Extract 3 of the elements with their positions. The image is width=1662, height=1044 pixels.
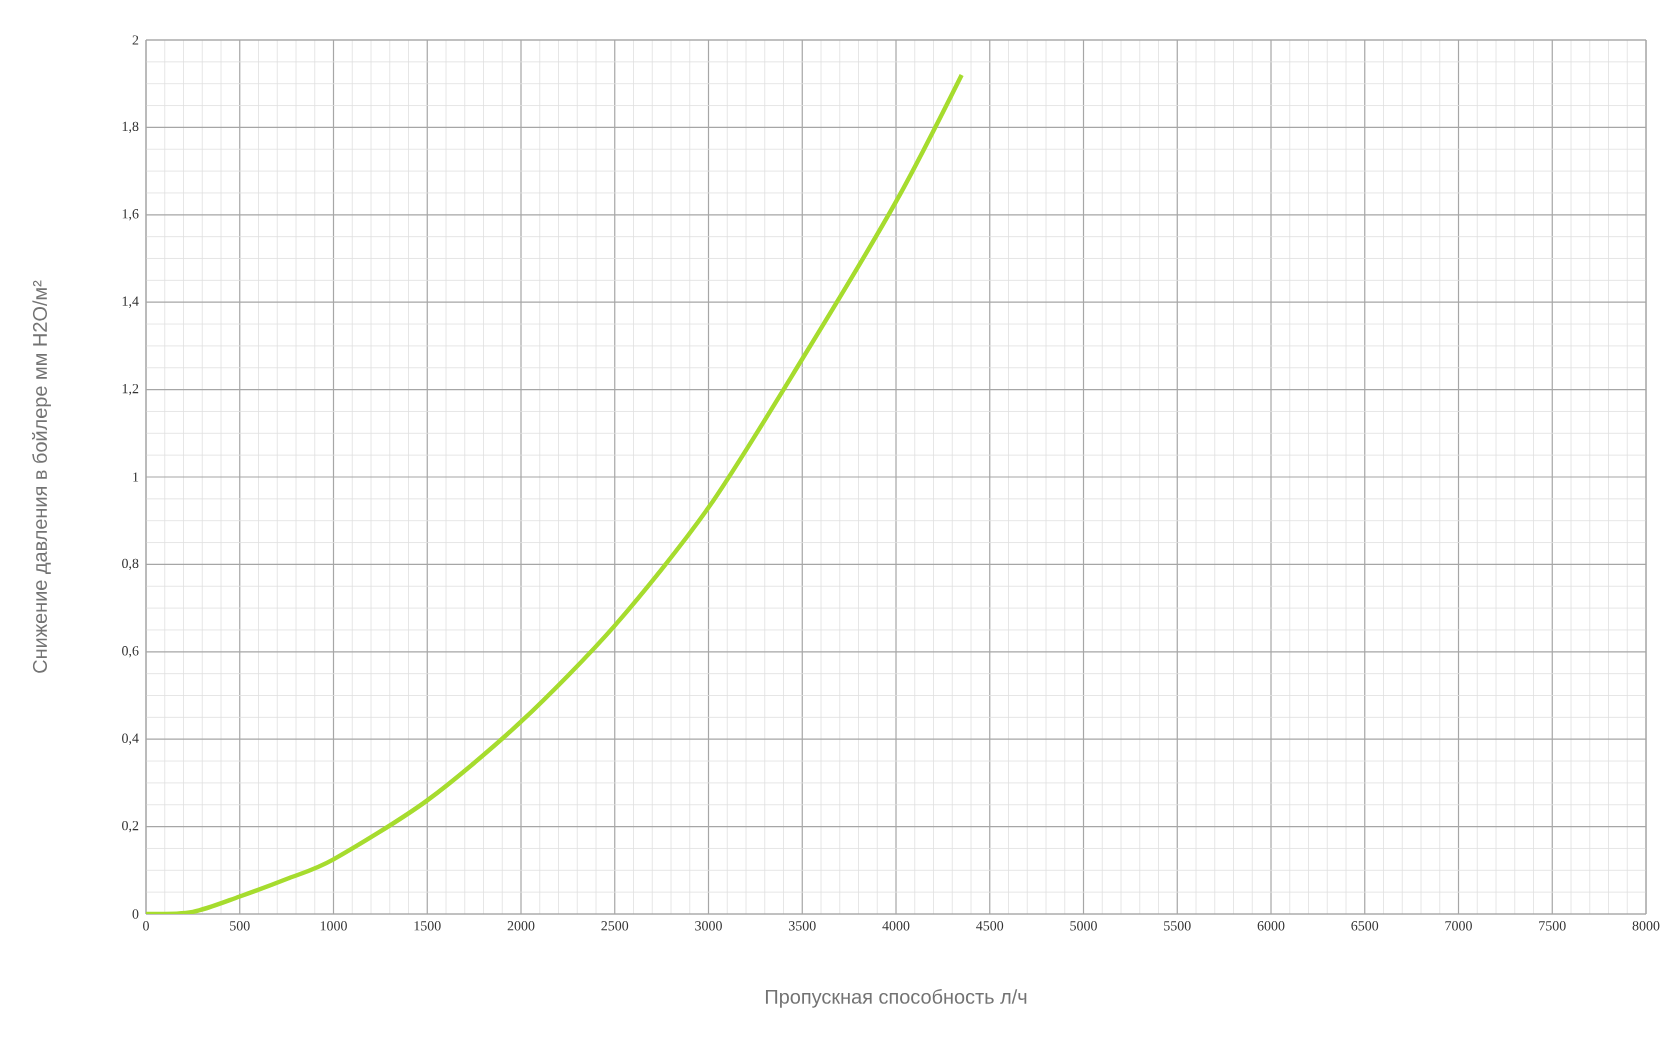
y-axis-title: Снижение давления в бойлере мм H2O/м² [32, 280, 51, 673]
x-axis-title: Пропускная способность л/ч [765, 989, 1027, 1008]
line-series [146, 72, 964, 914]
